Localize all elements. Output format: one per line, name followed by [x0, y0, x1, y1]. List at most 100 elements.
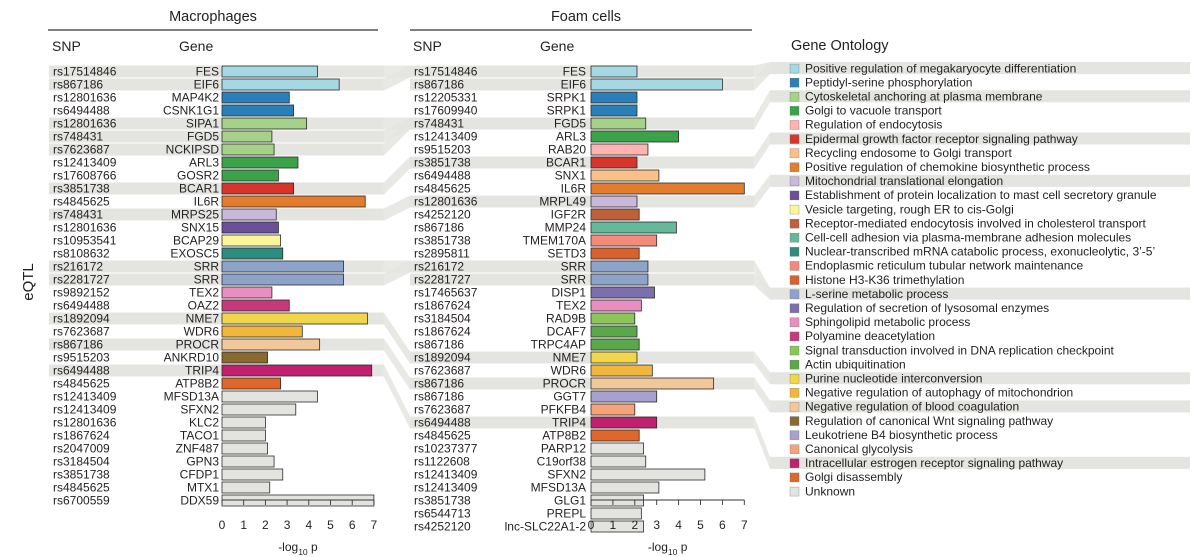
legend-term: Nuclear-transcribed mRNA catabolic proce…	[805, 245, 1155, 259]
bar-c19orf38	[590, 455, 647, 468]
x-tick-label: 1	[240, 518, 247, 532]
snp-label: rs3851738	[53, 468, 110, 482]
bar-bcar1	[221, 182, 295, 195]
bar-mfsd13a	[221, 390, 318, 403]
bar-map4k2	[221, 91, 290, 104]
legend-term: Cytoskeletal anchoring at plasma membran…	[805, 89, 1043, 103]
legend-swatch	[789, 247, 800, 257]
snp-label: rs10237377	[414, 442, 478, 456]
bar-sfxn2	[221, 403, 297, 416]
legend-band	[770, 132, 1190, 145]
gene-label: DDX59	[180, 494, 219, 508]
bar-arl3	[590, 130, 679, 143]
legend-term: Epidermal growth factor receptor signali…	[805, 132, 1078, 146]
legend-swatch	[789, 402, 800, 412]
snp-label: rs867186	[53, 78, 103, 92]
bar-ddx59	[221, 494, 375, 507]
snp-label: rs216172	[414, 260, 464, 274]
bar-exosc5	[221, 247, 284, 260]
gene-label: TRIP4	[185, 364, 219, 378]
legend-term: Establishment of protein localization to…	[805, 188, 1157, 202]
snp-label: rs3184504	[53, 455, 110, 469]
snp-label: rs12413409	[53, 403, 117, 417]
snp-label: rs1892094	[414, 351, 471, 365]
gene-label: MAP4K2	[172, 91, 220, 105]
gene-label: MMP24	[545, 221, 587, 235]
x-tick-label: 3	[653, 518, 660, 532]
legend-term: Intracellular estrogen receptor signalin…	[805, 456, 1063, 470]
gene-label: IGF2R	[551, 208, 587, 222]
row-band	[410, 260, 755, 273]
bar-mfsd13a	[590, 481, 660, 494]
row-connector	[383, 65, 410, 91]
snp-label: rs748431	[414, 117, 464, 131]
panel-title: Foam cells	[551, 9, 621, 25]
legend-swatch	[789, 218, 800, 229]
gene-label: C19orf38	[537, 455, 587, 469]
legend-band	[770, 400, 1190, 413]
gene-label: RAB20	[548, 143, 586, 157]
legend-swatch	[789, 162, 800, 172]
gene-label: SIPA1	[186, 117, 219, 131]
row-connector	[383, 338, 410, 390]
legend-swatch	[789, 204, 800, 215]
snp-label: rs12413409	[53, 390, 117, 404]
snp-label: rs867186	[414, 390, 464, 404]
snp-label: rs1122608	[414, 455, 470, 469]
x-tick-label: 7	[741, 518, 748, 532]
row-connector	[754, 351, 770, 385]
row-band	[410, 351, 755, 364]
bar-trip4	[221, 364, 373, 377]
bar-mtx1	[221, 481, 271, 494]
bar-il6r	[590, 182, 745, 195]
snp-label: rs2281727	[414, 273, 471, 287]
legend-swatch	[789, 374, 800, 384]
snp-label: rs3851738	[414, 494, 471, 508]
legend-term: Endoplasmic reticulum tubular network ma…	[805, 259, 1083, 273]
panel-1: Foam cells SNP Gene rs17514846 FES rs867186 EI…	[410, 9, 752, 557]
bar-nme7	[590, 351, 638, 364]
legend-swatch	[789, 106, 800, 116]
legend-title: Gene Ontology	[791, 38, 889, 54]
snp-label: rs6494488	[53, 299, 110, 313]
x-tick-label: 4	[305, 518, 312, 532]
legend-swatch	[789, 261, 800, 271]
legend-swatch	[789, 289, 800, 299]
gene-label: TEX2	[556, 299, 586, 313]
snp-label: rs867186	[414, 221, 464, 235]
snp-label: rs12801636	[53, 416, 117, 430]
bar-klc2	[221, 416, 266, 429]
bar-tex2	[221, 286, 273, 299]
bar-eif6	[221, 78, 340, 91]
snp-label: rs748431	[53, 208, 103, 222]
bar-gpn3	[221, 455, 275, 468]
legend-term: Cell-cell adhesion via plasma-membrane a…	[805, 230, 1131, 244]
bar-tex2	[590, 299, 642, 312]
row-band	[410, 195, 755, 208]
gene-label: MFSD13A	[531, 481, 586, 495]
bar-sfxn2	[590, 468, 706, 481]
row-connector	[383, 364, 410, 429]
bar-fes	[221, 65, 318, 78]
snp-label: rs12801636	[414, 195, 478, 209]
snp-label: rs867186	[414, 377, 464, 391]
legend-term: Histone H3-K36 trimethylation	[805, 273, 964, 287]
snp-label: rs6494488	[414, 169, 471, 183]
bar-srpk1	[590, 104, 638, 117]
legend-term: Purine nucleotide interconversion	[805, 371, 982, 385]
bar-trpc4ap	[590, 338, 640, 351]
snp-label: rs9515203	[414, 143, 471, 157]
bar-prepl	[590, 507, 642, 520]
snp-label: rs2281727	[53, 273, 110, 287]
snp-label: rs6494488	[53, 104, 110, 118]
panel-0: Macrophages SNP Gene rs17514846 FES rs867186 E…	[48, 9, 378, 557]
row-band	[410, 273, 755, 286]
legend-band	[770, 287, 1190, 300]
snp-label: rs2895811	[414, 247, 470, 261]
bar-fgd5	[590, 117, 647, 130]
gene-label: PROCR	[176, 338, 220, 352]
gene-label: ARL3	[556, 130, 586, 144]
snp-label: rs867186	[414, 338, 464, 352]
bar-atp8b2	[590, 429, 640, 442]
